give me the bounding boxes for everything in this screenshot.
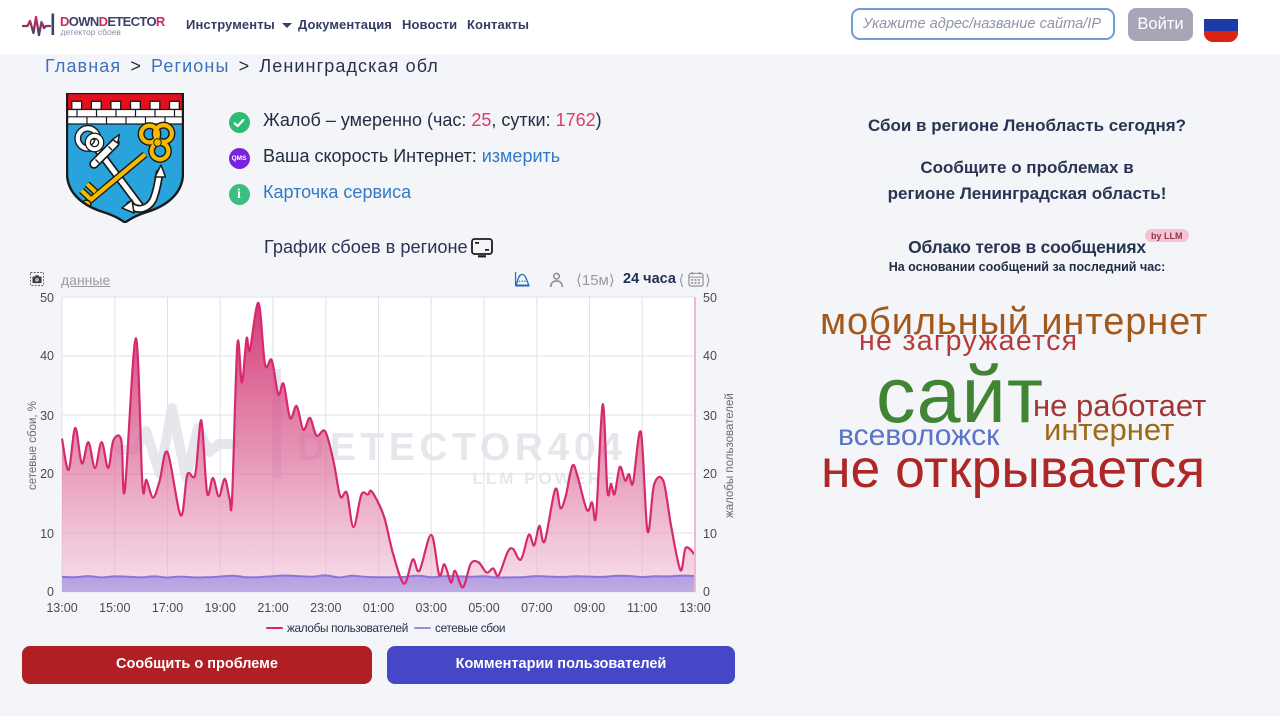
svg-text:01:00: 01:00 bbox=[363, 601, 394, 615]
svg-text:07:00: 07:00 bbox=[521, 601, 552, 615]
svg-text:09:00: 09:00 bbox=[574, 601, 605, 615]
svg-text:40: 40 bbox=[40, 349, 54, 363]
svg-text:0: 0 bbox=[703, 585, 710, 599]
svg-text:03:00: 03:00 bbox=[416, 601, 447, 615]
svg-text:LLM POWERED: LLM POWERED bbox=[473, 469, 634, 488]
svg-text:11:00: 11:00 bbox=[627, 601, 657, 615]
svg-text:13:00: 13:00 bbox=[679, 601, 710, 615]
svg-text:23:00: 23:00 bbox=[310, 601, 341, 615]
svg-text:21:00: 21:00 bbox=[257, 601, 288, 615]
svg-text:30: 30 bbox=[703, 409, 717, 423]
svg-text:40: 40 bbox=[703, 349, 717, 363]
svg-text:сетевые сбои, %: сетевые сбои, % bbox=[27, 401, 39, 490]
svg-text:30: 30 bbox=[40, 409, 54, 423]
svg-text:10: 10 bbox=[40, 527, 54, 541]
svg-text:10: 10 bbox=[703, 527, 717, 541]
svg-text:20: 20 bbox=[703, 467, 717, 481]
svg-text:05:00: 05:00 bbox=[468, 601, 499, 615]
svg-text:20: 20 bbox=[40, 467, 54, 481]
svg-text:0: 0 bbox=[47, 585, 54, 599]
svg-text:15:00: 15:00 bbox=[99, 601, 130, 615]
svg-text:50: 50 bbox=[703, 291, 717, 305]
svg-text:50: 50 bbox=[40, 291, 54, 305]
svg-text:DETECTOR404: DETECTOR404 bbox=[297, 426, 626, 469]
svg-text:19:00: 19:00 bbox=[205, 601, 236, 615]
svg-text:13:00: 13:00 bbox=[46, 601, 77, 615]
svg-text:17:00: 17:00 bbox=[152, 601, 183, 615]
svg-text:жалобы пользователей: жалобы пользователей bbox=[724, 393, 736, 518]
